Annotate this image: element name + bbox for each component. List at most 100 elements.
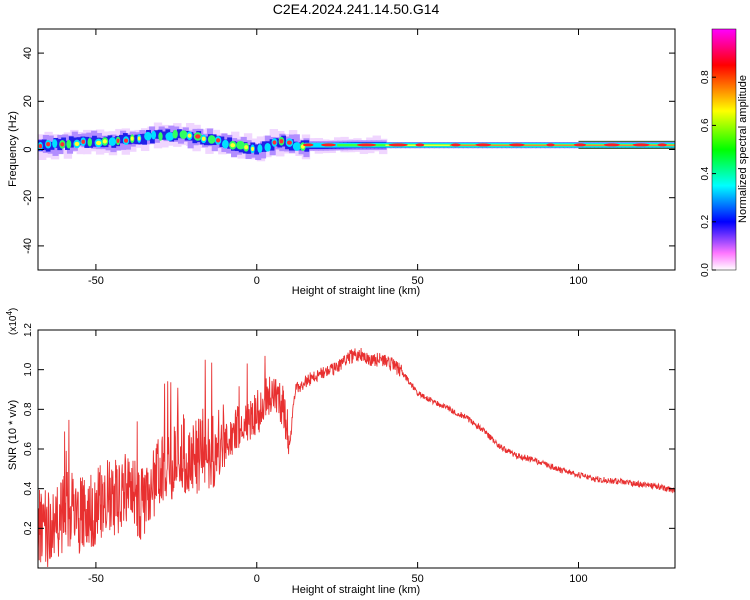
spectrogram-peak [123, 138, 129, 143]
snr-ylabel: SNR (10 * v/v) [7, 400, 19, 470]
spectrogram-core [246, 144, 252, 154]
figure-title: C2E4.2024.241.14.50.G14 [273, 1, 440, 17]
spectrogram-core [126, 134, 132, 145]
spectrogram-blob [179, 130, 188, 139]
snr-frame [37, 329, 676, 569]
snr-multiplier-exp: 4 [5, 311, 14, 316]
spectrogram-peak [415, 143, 425, 147]
spectrogram-core [49, 141, 55, 150]
spectrogram-peak [81, 139, 86, 144]
spectrogram-core [92, 135, 97, 147]
spectrogram-peak [216, 138, 221, 143]
spectrogram-peak [286, 140, 292, 145]
snr-xtick-label: -50 [88, 573, 104, 585]
spectrogram-blob [151, 130, 157, 140]
spectrogram-blob [264, 142, 271, 152]
snr-panel: -50 0 50 100 0.2 0.4 0.6 0.8 1.0 1.2 Height of s… [5, 308, 676, 596]
spectrogram-xlabel: Height of straight line (km) [292, 285, 420, 297]
spectrogram-xtick-label: 100 [569, 275, 587, 287]
spectrogram-xtick-label: 0 [254, 275, 260, 287]
spectrogram-blob [144, 131, 152, 141]
spectrogram-ytick-label: -40 [22, 238, 34, 254]
spectrogram-peak [251, 146, 255, 152]
spectrogram-core [261, 141, 267, 152]
svg-text:(x104): (x104) [5, 308, 19, 335]
spectrogram-peak [60, 142, 65, 147]
snr-xtick-label: 0 [254, 573, 260, 585]
colorbar-tick-label: 0.2 [700, 214, 711, 228]
snr-ytick-label: 0.2 [23, 521, 34, 535]
colorbar: 0.0 0.2 0.4 0.6 0.8 Normalized spectral ampl… [700, 28, 749, 277]
spectrogram-peak [201, 136, 206, 141]
snr-ytick-label: 0.4 [23, 481, 34, 495]
spectrogram-peak [116, 138, 120, 143]
spectrogram-blob [236, 140, 245, 150]
spectrogram-core [219, 136, 225, 148]
spectrogram-core [227, 137, 232, 149]
spectrogram-peak [657, 143, 667, 147]
spectrogram-blob [165, 132, 175, 141]
colorbar-gradient [711, 28, 737, 271]
spectrogram-blob [108, 137, 117, 146]
spectrogram-peak [509, 143, 525, 147]
spectrogram-core [176, 129, 182, 139]
spectrogram-core [204, 136, 209, 146]
spectrogram-core [161, 131, 167, 140]
spectrogram-blob [52, 139, 58, 148]
spectrogram-peak [74, 141, 80, 147]
snr-ytick-label: 0.6 [23, 442, 34, 456]
spectrogram-core [134, 134, 140, 145]
spectrogram-peak [450, 143, 461, 147]
spectrogram-peak [475, 143, 492, 147]
colorbar-tick-label: 0.8 [700, 70, 711, 84]
spectrogram-peak [38, 144, 43, 149]
spectrogram-core [119, 134, 124, 144]
spectrogram-peak [321, 143, 336, 147]
spectrogram-peak [603, 143, 620, 147]
snr-ytick-label: 1.2 [23, 323, 34, 337]
spectrogram-peak [244, 145, 249, 150]
spectrogram-core [254, 144, 260, 155]
colorbar-tick-label: 0.6 [700, 118, 711, 132]
spectrogram-peak [46, 141, 51, 147]
spectrogram-peak [137, 136, 141, 141]
spectrogram-core [84, 136, 90, 148]
spectrogram-peak [272, 140, 277, 145]
spectrogram-core [269, 139, 275, 151]
spectrogram-peak [302, 143, 314, 147]
spectrogram-blob [292, 142, 302, 151]
spectrogram-blob [257, 144, 263, 153]
snr-ytick-label: 0.8 [23, 402, 34, 416]
spectrogram-ytick-label: 0 [22, 146, 34, 152]
spectrogram-peak [388, 143, 408, 147]
spectrogram-peak [279, 139, 284, 144]
spectrogram-blob [207, 135, 216, 144]
spectrogram-blob [158, 132, 163, 141]
snr-xtick-label: 50 [412, 573, 424, 585]
spectrogram-peak [195, 134, 201, 139]
spectrogram-peak [632, 143, 650, 147]
spectrogram-ytick-label: 20 [22, 95, 34, 107]
spectrogram-peak [356, 143, 377, 147]
spectrogram-xtick-label: 50 [412, 275, 424, 287]
spectrogram-blob [66, 139, 72, 149]
spectrogram-peak [230, 143, 236, 148]
spectrogram-peak [102, 139, 108, 144]
snr-xlabel: Height of straight line (km) [292, 584, 420, 596]
spectrogram-peak [546, 143, 555, 147]
snr-ytick-label: 1.0 [23, 362, 34, 376]
snr-series-line [38, 347, 675, 568]
spectrogram-ytick-label: 40 [22, 47, 34, 59]
spectrogram-ytick-label: -20 [22, 190, 34, 206]
spectrogram-core [142, 133, 148, 145]
snr-multiplier-close: ) [8, 308, 19, 311]
spectrogram-peak [187, 133, 192, 138]
snr-multiplier: (x104) [5, 308, 19, 335]
colorbar-tick-label: 0.0 [700, 263, 711, 277]
snr-multiplier-base: (x10 [8, 315, 19, 335]
spectrogram-core [153, 130, 159, 139]
spectrogram-band [449, 144, 675, 146]
spectrogram-xtick-label: -50 [88, 275, 104, 287]
spectrogram-peak [573, 143, 587, 147]
